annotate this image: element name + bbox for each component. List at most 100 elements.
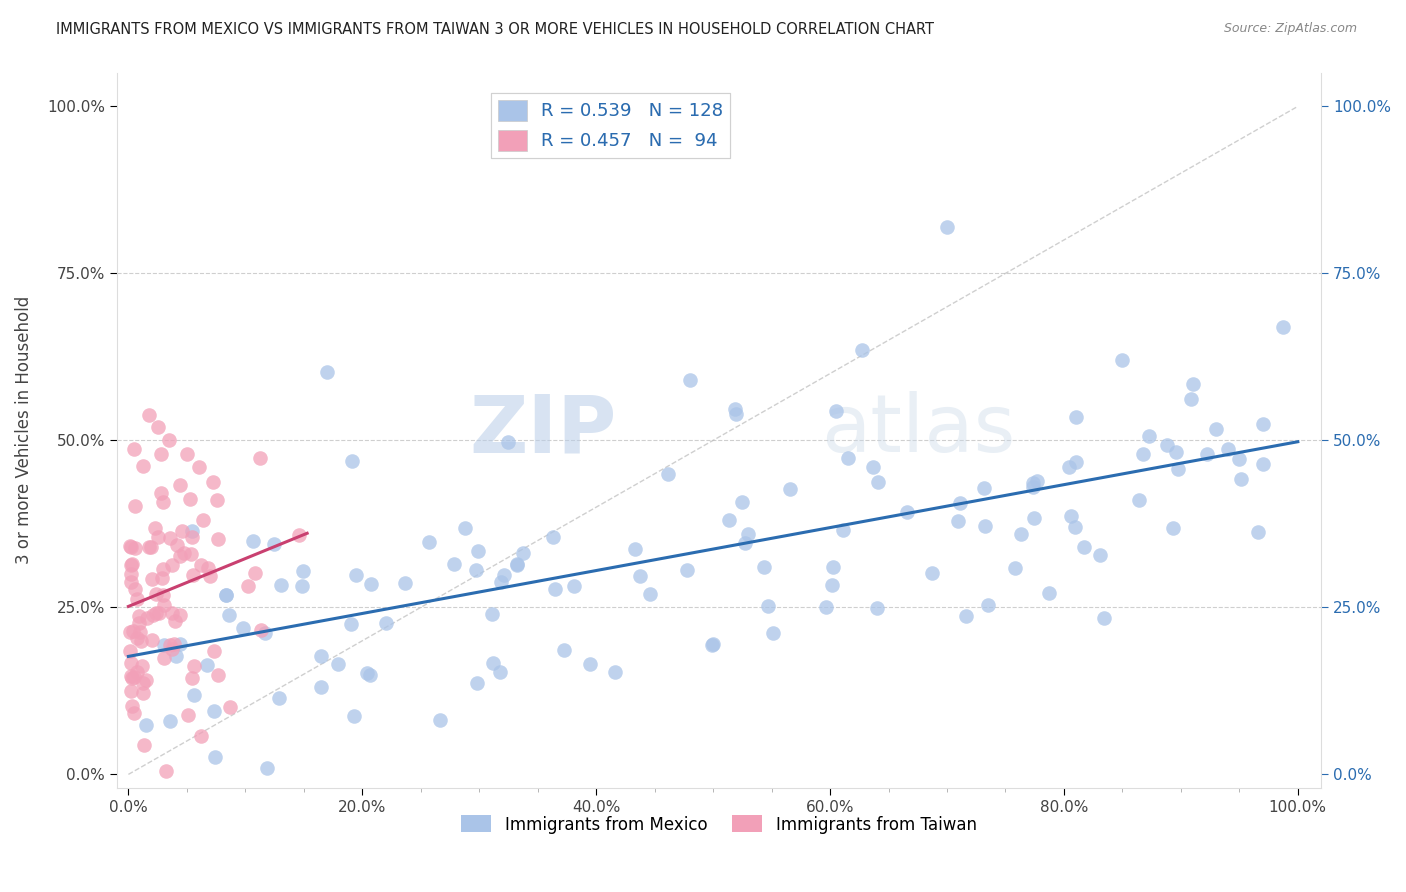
Point xyxy=(131,676,153,690)
Text: atlas: atlas xyxy=(821,392,1015,469)
Point xyxy=(150,447,173,461)
Point xyxy=(496,435,519,450)
Point xyxy=(145,520,167,534)
Point xyxy=(702,637,724,651)
Point xyxy=(467,543,489,558)
Point xyxy=(734,536,756,550)
Point xyxy=(862,459,884,474)
Point xyxy=(159,638,181,652)
Text: Source: ZipAtlas.com: Source: ZipAtlas.com xyxy=(1223,22,1357,36)
Point xyxy=(541,530,564,544)
Legend: R = 0.539   N = 128, R = 0.457   N =  94: R = 0.539 N = 128, R = 0.457 N = 94 xyxy=(491,93,731,158)
Point xyxy=(700,638,723,652)
Point xyxy=(489,575,512,590)
Point xyxy=(202,644,225,658)
Point xyxy=(675,563,697,577)
Point xyxy=(138,408,160,422)
Point xyxy=(1064,409,1087,424)
Point xyxy=(157,434,180,448)
Point xyxy=(236,579,259,593)
Point xyxy=(128,609,150,624)
Point xyxy=(155,764,177,778)
Point xyxy=(118,625,141,640)
Point xyxy=(242,533,264,548)
Point xyxy=(132,739,155,753)
Point xyxy=(290,579,312,593)
Point xyxy=(1021,480,1043,494)
Point xyxy=(160,558,183,572)
Point xyxy=(169,637,191,651)
Point xyxy=(1156,438,1178,452)
Point xyxy=(173,546,195,560)
Point xyxy=(267,691,290,706)
Point xyxy=(1092,611,1115,625)
Point xyxy=(1024,511,1046,525)
Point xyxy=(202,704,225,718)
Point xyxy=(166,648,188,663)
Point xyxy=(464,563,486,577)
Point xyxy=(179,492,201,507)
Point xyxy=(921,566,943,580)
Point xyxy=(814,599,837,614)
Point xyxy=(197,561,219,575)
Point xyxy=(725,407,748,421)
Point xyxy=(135,673,157,688)
Point xyxy=(128,615,150,630)
Point xyxy=(263,536,285,550)
Point xyxy=(183,659,205,673)
Point xyxy=(131,634,153,648)
Point xyxy=(1128,492,1150,507)
Point xyxy=(152,494,174,508)
Point xyxy=(724,401,747,416)
Point xyxy=(481,607,503,622)
Point xyxy=(492,568,515,582)
Point xyxy=(127,631,149,645)
Point xyxy=(190,729,212,743)
Point xyxy=(122,624,145,638)
Point xyxy=(342,454,364,468)
Point xyxy=(146,420,169,434)
Point xyxy=(190,558,212,573)
Point xyxy=(1073,540,1095,554)
Point xyxy=(717,513,740,527)
Point xyxy=(1088,548,1111,562)
Point xyxy=(1251,457,1274,471)
Point xyxy=(135,718,157,732)
Point xyxy=(418,535,440,549)
Point xyxy=(443,557,465,571)
Point xyxy=(145,586,167,600)
Point xyxy=(120,684,142,698)
Point xyxy=(344,568,367,582)
Point xyxy=(141,633,163,648)
Point xyxy=(506,558,529,572)
Point xyxy=(1111,353,1133,368)
Point xyxy=(292,564,315,578)
Point xyxy=(1205,422,1227,436)
Point xyxy=(163,614,186,628)
Point xyxy=(465,676,488,690)
Point xyxy=(309,649,332,664)
Point xyxy=(489,665,512,680)
Point xyxy=(356,665,378,680)
Point xyxy=(1197,447,1219,461)
Point xyxy=(120,656,142,670)
Point xyxy=(153,638,176,652)
Point xyxy=(159,531,181,545)
Point xyxy=(135,610,157,624)
Point xyxy=(359,668,381,682)
Point xyxy=(973,481,995,495)
Point xyxy=(374,615,396,630)
Point xyxy=(339,616,361,631)
Point xyxy=(166,538,188,552)
Point xyxy=(309,681,332,695)
Point xyxy=(180,547,202,561)
Point xyxy=(343,709,366,723)
Point xyxy=(249,451,271,466)
Point xyxy=(127,592,149,607)
Point xyxy=(832,523,855,537)
Point xyxy=(973,518,995,533)
Point xyxy=(170,524,193,539)
Point xyxy=(762,626,785,640)
Point xyxy=(1216,442,1239,456)
Point xyxy=(851,343,873,357)
